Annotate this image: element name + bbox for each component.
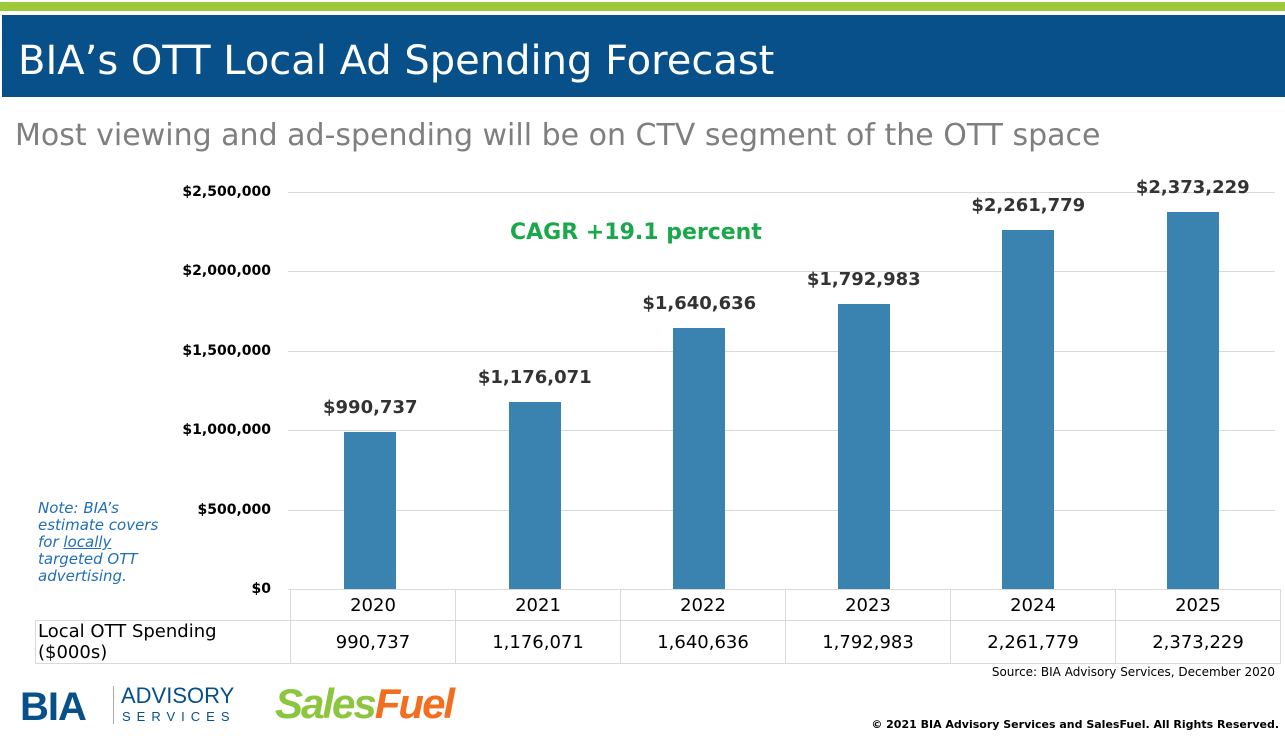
gridline (288, 350, 1275, 352)
y-tick-label: $2,000,000 (182, 263, 271, 280)
data-table: 2020 2021 2022 2023 2024 2025 Local OTT Spend… (35, 589, 1281, 664)
y-tick-label: $500,000 (197, 501, 271, 518)
salesfuel-logo: SalesFuel (275, 680, 455, 727)
data-label: $2,261,779 (971, 194, 1086, 216)
accent-bar (0, 2, 1285, 11)
x-tick-label: 2023 (785, 589, 951, 621)
x-tick-label: 2020 (290, 589, 456, 621)
data-label: $1,792,983 (806, 269, 921, 291)
header-banner (2, 15, 1285, 97)
note-text: Note: BIA’s estimate covers for locally … (38, 499, 159, 585)
bar-2025 (1166, 212, 1219, 589)
source-note: Source: BIA Advisory Services, December … (991, 665, 1275, 679)
bar-2022 (673, 328, 726, 589)
table-row: Local OTT Spending ($000s) 990,737 1,176,0… (35, 620, 1281, 664)
copyright: © 2021 BIA Advisory Services and SalesFu… (871, 718, 1279, 731)
bar-2020 (344, 431, 397, 589)
gridline (288, 192, 1275, 193)
table-cell: 2,373,229 (1115, 620, 1281, 664)
table-cell: 1,640,636 (620, 620, 786, 664)
row-label: Local OTT Spending ($000s) (35, 620, 291, 664)
page-subtitle: Most viewing and ad-spending will be on … (15, 118, 1101, 153)
x-tick-label: 2021 (455, 589, 621, 621)
logo-divider (113, 686, 114, 724)
gridline (288, 271, 1275, 273)
table-cell: 1,176,071 (455, 620, 621, 664)
y-tick-label: $2,500,000 (182, 184, 271, 200)
cagr-annotation: CAGR +19.1 percent (510, 220, 762, 245)
data-label: $1,176,071 (477, 367, 592, 389)
table-cell: 2,261,779 (950, 620, 1116, 664)
table-header-row: 2020 2021 2022 2023 2024 2025 (35, 589, 1281, 621)
y-tick-label: $1,000,000 (182, 422, 271, 439)
bar-2021 (508, 402, 561, 589)
data-label: $2,373,229 (1135, 177, 1250, 199)
bia-logo: BIA (20, 685, 87, 729)
bia-logo-advisory: ADVISORY (121, 683, 235, 708)
gridline (288, 509, 1275, 511)
data-label: $1,640,636 (642, 293, 757, 315)
x-tick-label: 2024 (950, 589, 1116, 621)
y-tick-label: $1,500,000 (182, 342, 271, 359)
table-cell: 990,737 (290, 620, 456, 664)
x-tick-label: 2022 (620, 589, 786, 621)
table-cell: 1,792,983 (785, 620, 951, 664)
page-title: BIA’s OTT Local Ad Spending Forecast (18, 38, 775, 84)
gridline (288, 430, 1275, 432)
bar-2023 (837, 304, 890, 589)
bia-logo-services: SERVICES (122, 709, 236, 724)
x-tick-label: 2025 (1115, 589, 1281, 621)
bar-2024 (1002, 229, 1055, 589)
data-label: $990,737 (322, 396, 418, 418)
